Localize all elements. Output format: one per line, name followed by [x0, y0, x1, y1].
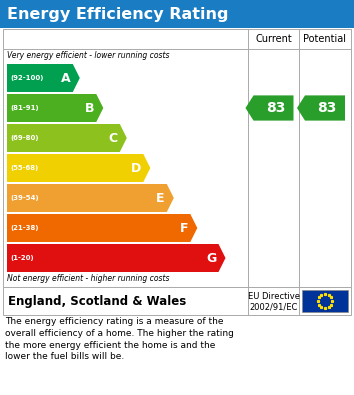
Bar	[3, 287, 351, 315]
Bar	[3, 29, 351, 287]
Polygon shape	[7, 244, 225, 272]
Text: 83: 83	[266, 101, 285, 115]
Text: A: A	[61, 71, 71, 85]
Text: 2002/91/EC: 2002/91/EC	[249, 303, 298, 312]
Text: Current: Current	[255, 34, 292, 44]
Polygon shape	[7, 124, 127, 152]
Text: (55-68): (55-68)	[10, 165, 38, 171]
Polygon shape	[7, 214, 197, 242]
Text: D: D	[131, 162, 141, 175]
Text: Potential: Potential	[303, 34, 347, 44]
Text: Not energy efficient - higher running costs: Not energy efficient - higher running co…	[7, 274, 170, 283]
Text: C: C	[109, 132, 118, 145]
Bar	[302, 290, 348, 312]
Text: Energy Efficiency Rating: Energy Efficiency Rating	[7, 6, 228, 21]
Text: E: E	[156, 192, 165, 205]
Polygon shape	[297, 96, 345, 120]
Text: B: B	[85, 102, 94, 115]
Text: (1-20): (1-20)	[10, 255, 34, 261]
Text: (39-54): (39-54)	[10, 195, 39, 201]
Polygon shape	[7, 94, 103, 122]
Bar	[0, 0, 354, 28]
Text: (21-38): (21-38)	[10, 225, 39, 231]
Text: 83: 83	[317, 101, 337, 115]
Text: The energy efficiency rating is a measure of the
overall efficiency of a home. T: The energy efficiency rating is a measur…	[5, 317, 234, 361]
Text: (92-100): (92-100)	[10, 75, 44, 81]
Text: Very energy efficient - lower running costs: Very energy efficient - lower running co…	[7, 51, 170, 60]
Polygon shape	[246, 96, 293, 120]
Polygon shape	[7, 154, 150, 182]
Text: England, Scotland & Wales: England, Scotland & Wales	[8, 295, 186, 307]
Polygon shape	[7, 184, 174, 212]
Text: G: G	[206, 252, 217, 265]
Text: F: F	[180, 222, 188, 235]
Text: (69-80): (69-80)	[10, 135, 39, 141]
Polygon shape	[7, 64, 80, 92]
Text: (81-91): (81-91)	[10, 105, 39, 111]
Text: EU Directive: EU Directive	[247, 292, 299, 301]
